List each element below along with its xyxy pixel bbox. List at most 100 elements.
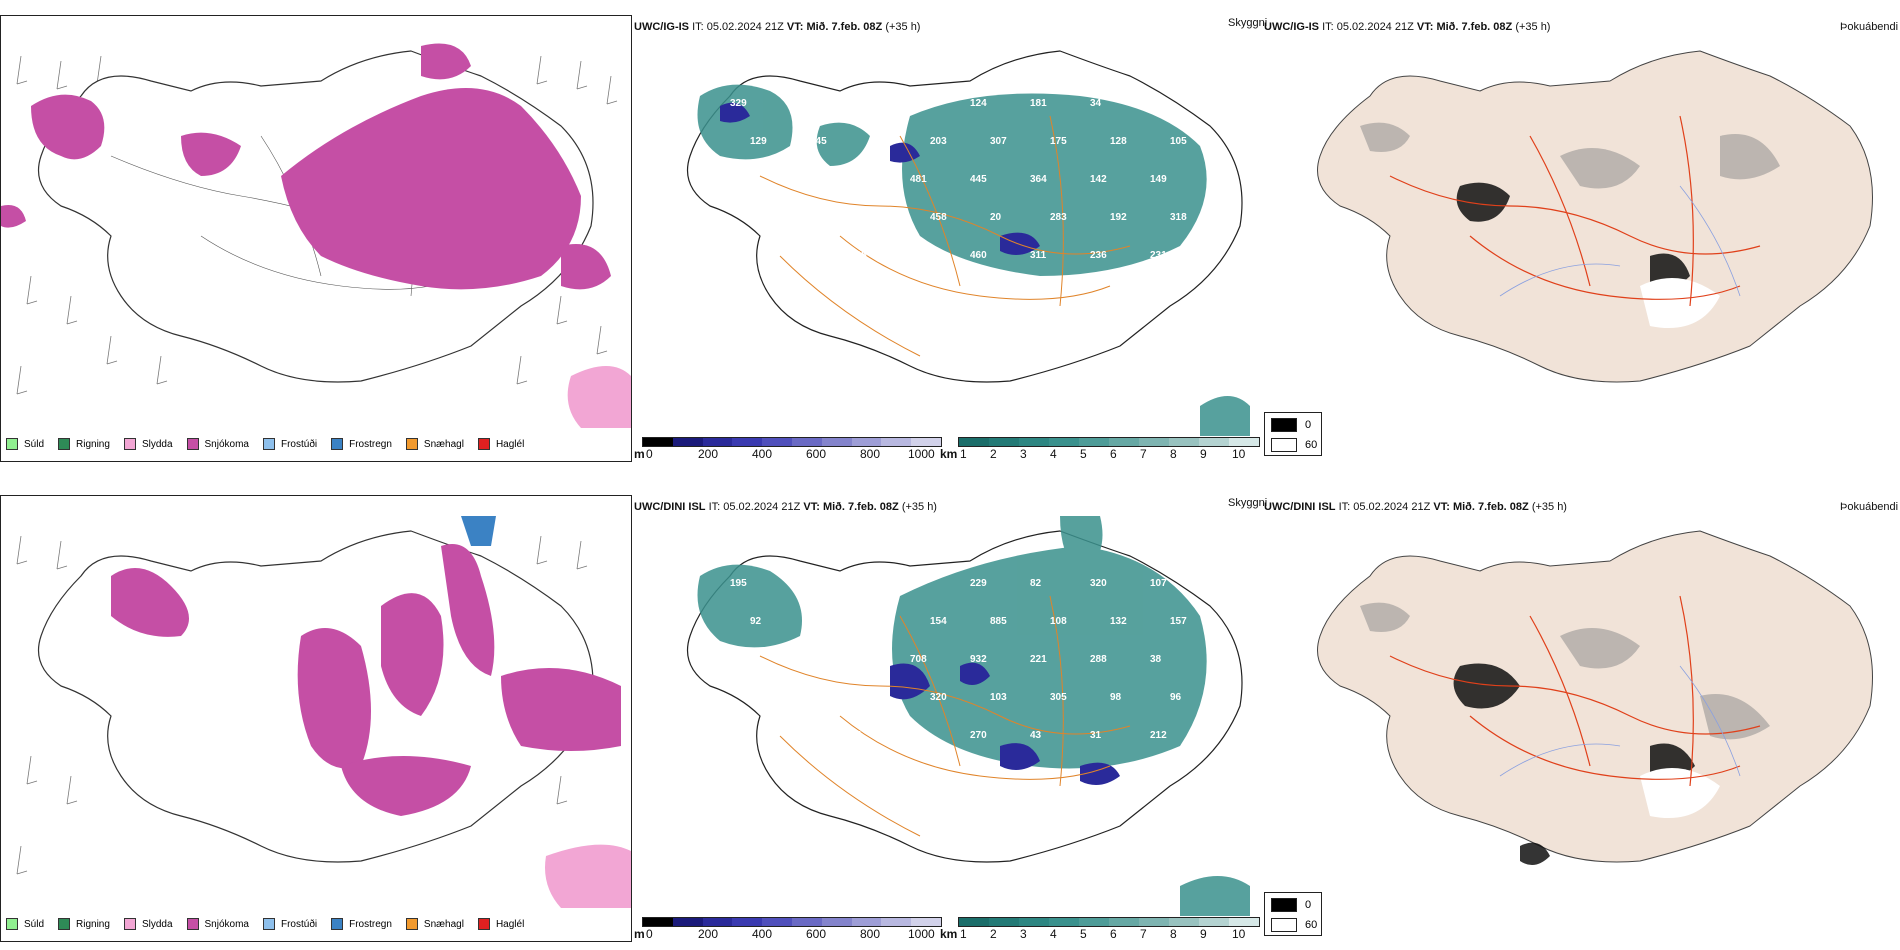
cloudbase-value-label: 129 — [750, 136, 767, 147]
cloudbase-value-label: 195 — [730, 578, 747, 589]
row2-fog-title: Þokuábendi — [1840, 501, 1899, 513]
it-value: 05.02.2024 21Z — [706, 21, 784, 33]
vis-navy — [890, 662, 1120, 785]
it-value: 05.02.2024 21Z — [1336, 21, 1414, 33]
colorbar-swatch — [1079, 918, 1109, 926]
cloudbase-value-label: 339 — [850, 98, 867, 109]
colorbar-swatch — [1049, 438, 1079, 446]
snow-areas — [111, 544, 621, 816]
colorbar-swatch — [643, 438, 673, 446]
visibility-tick: 9 — [1200, 927, 1207, 941]
colorbar-swatch — [911, 918, 941, 926]
colorbar-swatch — [881, 918, 912, 926]
cloudbase-value-label: 128 — [1110, 136, 1127, 147]
colorbar-swatch — [702, 918, 733, 926]
legend-label: Snjókoma — [204, 918, 249, 930]
visibility-tick: 5 — [1080, 447, 1087, 461]
visibility-unit: km — [940, 927, 958, 941]
colorbar-swatch — [851, 438, 882, 446]
row2-fog-legend: 0 60 — [1264, 892, 1322, 936]
colorbar-swatch — [732, 438, 763, 446]
cloudbase-tick: 800 — [860, 927, 881, 941]
colorbar-swatch — [1019, 438, 1049, 446]
legend-item: Rigning — [58, 438, 110, 450]
legend-item: Haglél — [477, 438, 524, 450]
it-value: 05.02.2024 21Z — [723, 501, 801, 513]
cloudbase-value-label: 141 — [850, 654, 867, 665]
cloudbase-value-label: 458 — [930, 212, 947, 223]
legend-swatch — [186, 438, 199, 450]
visibility-colorbar-strip — [958, 437, 1260, 447]
cloudbase-value-label: 145 — [810, 136, 827, 147]
row2-fog-map — [1317, 530, 1873, 865]
cloudbase-value-label: 43 — [1030, 730, 1042, 741]
snow-areas — [1, 43, 611, 290]
lead-time: (+35 h) — [901, 501, 937, 513]
fog-label: 0 — [1305, 419, 1312, 431]
legend-item: Frostregn — [331, 918, 392, 930]
iceland-outline — [1317, 50, 1873, 383]
roads — [759, 595, 1131, 837]
colorbar-swatch — [881, 438, 912, 446]
cloudbase-tick: 1000 — [908, 927, 935, 941]
vt-value: Mið. 7.feb. 08Z — [1452, 501, 1529, 513]
legend-swatch — [262, 438, 275, 450]
visibility-tick: 4 — [1050, 927, 1057, 941]
colorbar-swatch — [762, 918, 792, 926]
vt-label: VT: — [1433, 501, 1450, 513]
wind-barbs — [16, 535, 588, 875]
visibility-unit: km — [940, 447, 958, 461]
fog-swatch — [1271, 918, 1297, 932]
legend-label: Súld — [24, 438, 45, 450]
colorbar-swatch — [959, 918, 989, 926]
legend-item: Snjókoma — [186, 438, 249, 450]
legend-swatch — [331, 918, 344, 930]
cloudbase-value-label: 124 — [970, 98, 987, 109]
legend-swatch — [477, 438, 490, 450]
colorbar-swatch — [1109, 438, 1139, 446]
legend-swatch — [186, 918, 199, 930]
row1-precip-map — [1, 43, 631, 428]
row2-visibility-header: UWC/DINI ISL IT: 05.02.2024 21Z VT: Mið.… — [634, 501, 937, 513]
model-name: UWC/DINI ISL — [1264, 501, 1336, 513]
cloudbase-value-label: 142 — [1090, 174, 1107, 185]
cloudbase-value-label: 82 — [1030, 578, 1042, 589]
colorbar-swatch — [791, 918, 822, 926]
legend-swatch — [477, 918, 490, 930]
visibility-tick: 8 — [1170, 927, 1177, 941]
legend-item: Súld — [6, 438, 44, 450]
visibility-tick: 7 — [1140, 927, 1147, 941]
colorbar-swatch — [1229, 438, 1259, 446]
visibility-tick: 9 — [1200, 447, 1207, 461]
colorbar-swatch — [1169, 918, 1199, 926]
legend-label: Snæhagl — [423, 918, 464, 930]
cloudbase-value-label: 157 — [1170, 616, 1187, 627]
cloudbase-value-label: 105 — [1170, 136, 1187, 147]
legend-item: Frostúði — [262, 918, 317, 930]
legend-swatch — [405, 918, 418, 930]
row2-precip-legend: Súld Rigning Slydda Snjókoma Frostúði Fr… — [6, 918, 538, 930]
cloudbase-value-label: 203 — [930, 136, 947, 147]
legend-label: Frostregn — [349, 918, 392, 930]
cloudbase-value-label: 885 — [990, 616, 1007, 627]
colorbar-swatch — [1139, 438, 1169, 446]
visibility-tick: 4 — [1050, 447, 1057, 461]
cloudbase-value-label: 204 — [730, 174, 747, 185]
cloudbase-value-label: 281 — [750, 212, 767, 223]
lead-time: (+35 h) — [1531, 501, 1567, 513]
vt-value: Mið. 7.feb. 08Z — [1436, 21, 1513, 33]
legend-item: Rigning — [58, 918, 110, 930]
cloudbase-value-label: 23 — [910, 578, 922, 589]
legend-label: Haglél — [495, 918, 525, 930]
legend-item: Súld — [6, 918, 44, 930]
cloudbase-value-label: 307 — [790, 250, 807, 261]
colorbar-swatch — [1199, 918, 1229, 926]
row1-fog-legend: 0 60 — [1264, 412, 1322, 456]
cloudbase-value-label: 932 — [970, 654, 987, 665]
colorbar-swatch — [643, 918, 673, 926]
cloudbase-unit: m — [634, 927, 645, 941]
cloudbase-value-label: 601 — [750, 288, 767, 299]
it-label: IT: — [1338, 501, 1351, 513]
fog-grey-areas — [1360, 122, 1780, 189]
vis-navy — [720, 102, 1040, 255]
